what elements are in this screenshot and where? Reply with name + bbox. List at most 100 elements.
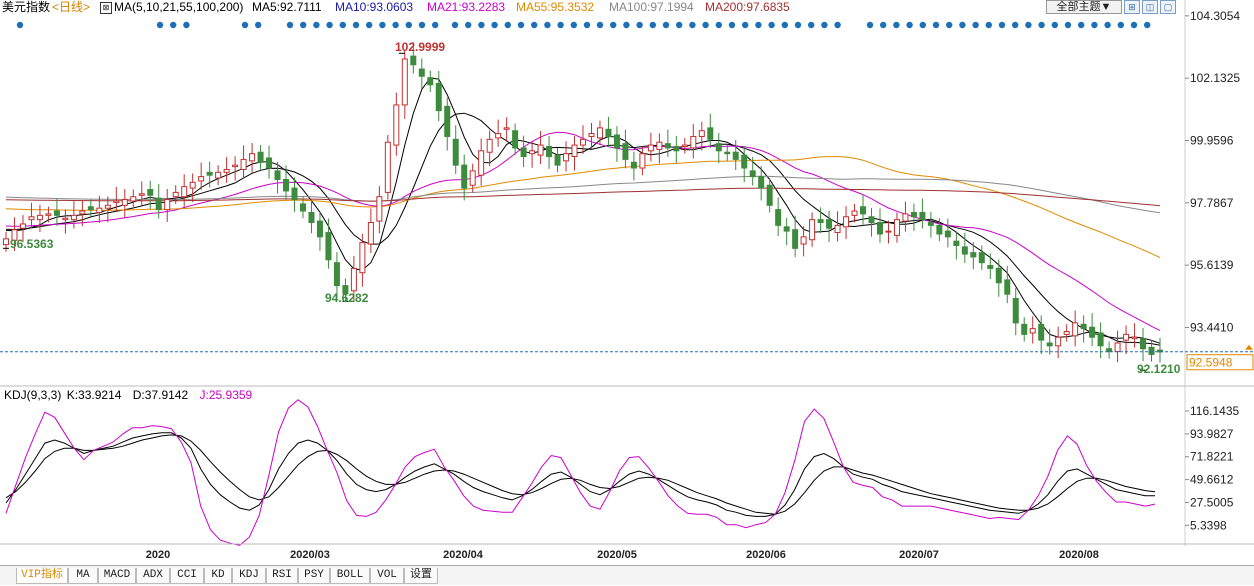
candle-body xyxy=(893,219,900,236)
kdj-header: KDJ(9,3,3) K:33.9214 D:37.9142 J:25.9359 xyxy=(4,388,252,402)
candle-body xyxy=(537,144,544,156)
indicator-tab[interactable]: MA xyxy=(68,568,98,584)
indicator-tab[interactable]: CCI xyxy=(170,568,204,584)
event-dot xyxy=(1117,21,1125,29)
candle-body xyxy=(1140,338,1147,350)
candle-body xyxy=(1097,332,1104,347)
candle-body xyxy=(104,204,111,209)
ma-settings-icon[interactable]: ⊠ xyxy=(100,2,112,14)
event-dot xyxy=(1078,21,1085,29)
candle-body xyxy=(978,252,985,264)
candle-body xyxy=(571,144,578,158)
candle-body xyxy=(843,216,850,228)
candle-body xyxy=(851,210,858,216)
candle-body xyxy=(800,236,807,245)
indicator-tab[interactable]: VOL xyxy=(370,568,404,584)
candle-body xyxy=(639,153,646,169)
event-dot xyxy=(880,21,887,29)
candle-body xyxy=(1148,346,1155,355)
candle-body xyxy=(596,127,603,139)
event-dot xyxy=(418,21,426,29)
kdj-chart: 116.1435 93.9827 71.8221 49.6612 27.5005 5.33… xyxy=(0,386,1254,561)
date-tick-label: 2020/03 xyxy=(290,549,330,561)
event-dot xyxy=(808,21,815,29)
candle-body xyxy=(741,154,748,169)
event-dot xyxy=(932,21,940,29)
event-dot xyxy=(517,21,525,29)
candle-body xyxy=(155,197,162,211)
indicator-tab[interactable]: RSI xyxy=(266,568,298,584)
event-dot xyxy=(170,21,177,29)
event-dot xyxy=(156,21,164,29)
ma21-value: MA21:93.2283 xyxy=(427,0,506,14)
event-dot xyxy=(1051,21,1059,29)
candle-body xyxy=(495,133,502,139)
candle-body xyxy=(316,220,323,238)
event-dot xyxy=(583,21,591,29)
candle-body xyxy=(885,230,892,233)
candle-body xyxy=(410,55,417,66)
grid-icon[interactable]: ⊞ xyxy=(1124,0,1140,14)
event-dot xyxy=(300,21,307,29)
candle-body xyxy=(79,210,86,215)
event-dot xyxy=(557,21,564,29)
period-label[interactable]: <日线> xyxy=(52,0,91,14)
price-up-arrow-icon xyxy=(1245,344,1253,350)
event-dot xyxy=(728,21,736,29)
price-tick-label: 99.9596 xyxy=(1190,133,1234,147)
candle-body xyxy=(249,153,256,162)
indicator-tab[interactable]: MACD xyxy=(98,568,136,584)
candle-body xyxy=(826,219,833,229)
candle-body xyxy=(910,211,917,218)
kdj-tick-label: 116.1435 xyxy=(1190,404,1239,418)
candle-body xyxy=(393,104,400,146)
event-dot xyxy=(432,21,439,29)
event-dot xyxy=(1064,21,1072,29)
indicator-tab[interactable]: KDJ xyxy=(232,568,266,584)
candle-body xyxy=(350,267,357,292)
candle-body xyxy=(673,146,680,152)
indicator-tab[interactable]: VIP指标 xyxy=(16,568,68,584)
event-dot xyxy=(866,21,874,29)
event-dot xyxy=(241,21,249,29)
event-dot xyxy=(339,21,346,29)
event-dot xyxy=(405,21,412,29)
candle-body xyxy=(130,196,137,202)
event-dot xyxy=(1091,21,1098,29)
candle-body xyxy=(401,58,408,106)
indicator-tab[interactable]: KD xyxy=(204,568,232,584)
theme-dropdown-button[interactable]: 全部主题▼ xyxy=(1046,0,1122,14)
candle-body xyxy=(987,265,994,269)
indicator-tab[interactable]: 设置 xyxy=(404,568,438,584)
indicator-tab[interactable]: BOLL xyxy=(330,568,370,584)
candle-body xyxy=(469,170,476,186)
ma-line-ma21 xyxy=(5,131,1161,332)
candle-body xyxy=(961,246,968,255)
date-tick-label: 2020/05 xyxy=(597,549,637,561)
event-dot xyxy=(742,21,749,29)
candle-body xyxy=(809,219,816,241)
maximize-icon[interactable]: ▢ xyxy=(1160,0,1176,14)
candle-body xyxy=(860,206,867,215)
event-dot xyxy=(1104,21,1111,29)
candle-body xyxy=(367,222,374,245)
split-icon[interactable]: ◫ xyxy=(1142,0,1158,14)
candle-body xyxy=(775,209,782,226)
event-dot xyxy=(183,21,190,29)
indicator-tab[interactable]: ADX xyxy=(136,568,170,584)
candle-body xyxy=(588,133,595,137)
indicator-tab[interactable]: PSY xyxy=(298,568,330,584)
price-tick-label: 102.1325 xyxy=(1190,71,1240,85)
event-dot xyxy=(451,21,459,29)
candle-body xyxy=(927,222,934,226)
ma-line-ma55 xyxy=(5,156,1161,259)
event-dot xyxy=(286,21,294,29)
ma-line-ma5 xyxy=(5,77,1161,346)
candle-body xyxy=(435,82,442,112)
candle-body xyxy=(554,154,561,166)
kdj-title: KDJ(9,3,3) xyxy=(4,388,62,402)
price-tick-label: 97.7867 xyxy=(1190,196,1234,210)
event-dot xyxy=(16,21,24,29)
event-dot xyxy=(379,21,386,29)
candle-body xyxy=(96,207,103,213)
